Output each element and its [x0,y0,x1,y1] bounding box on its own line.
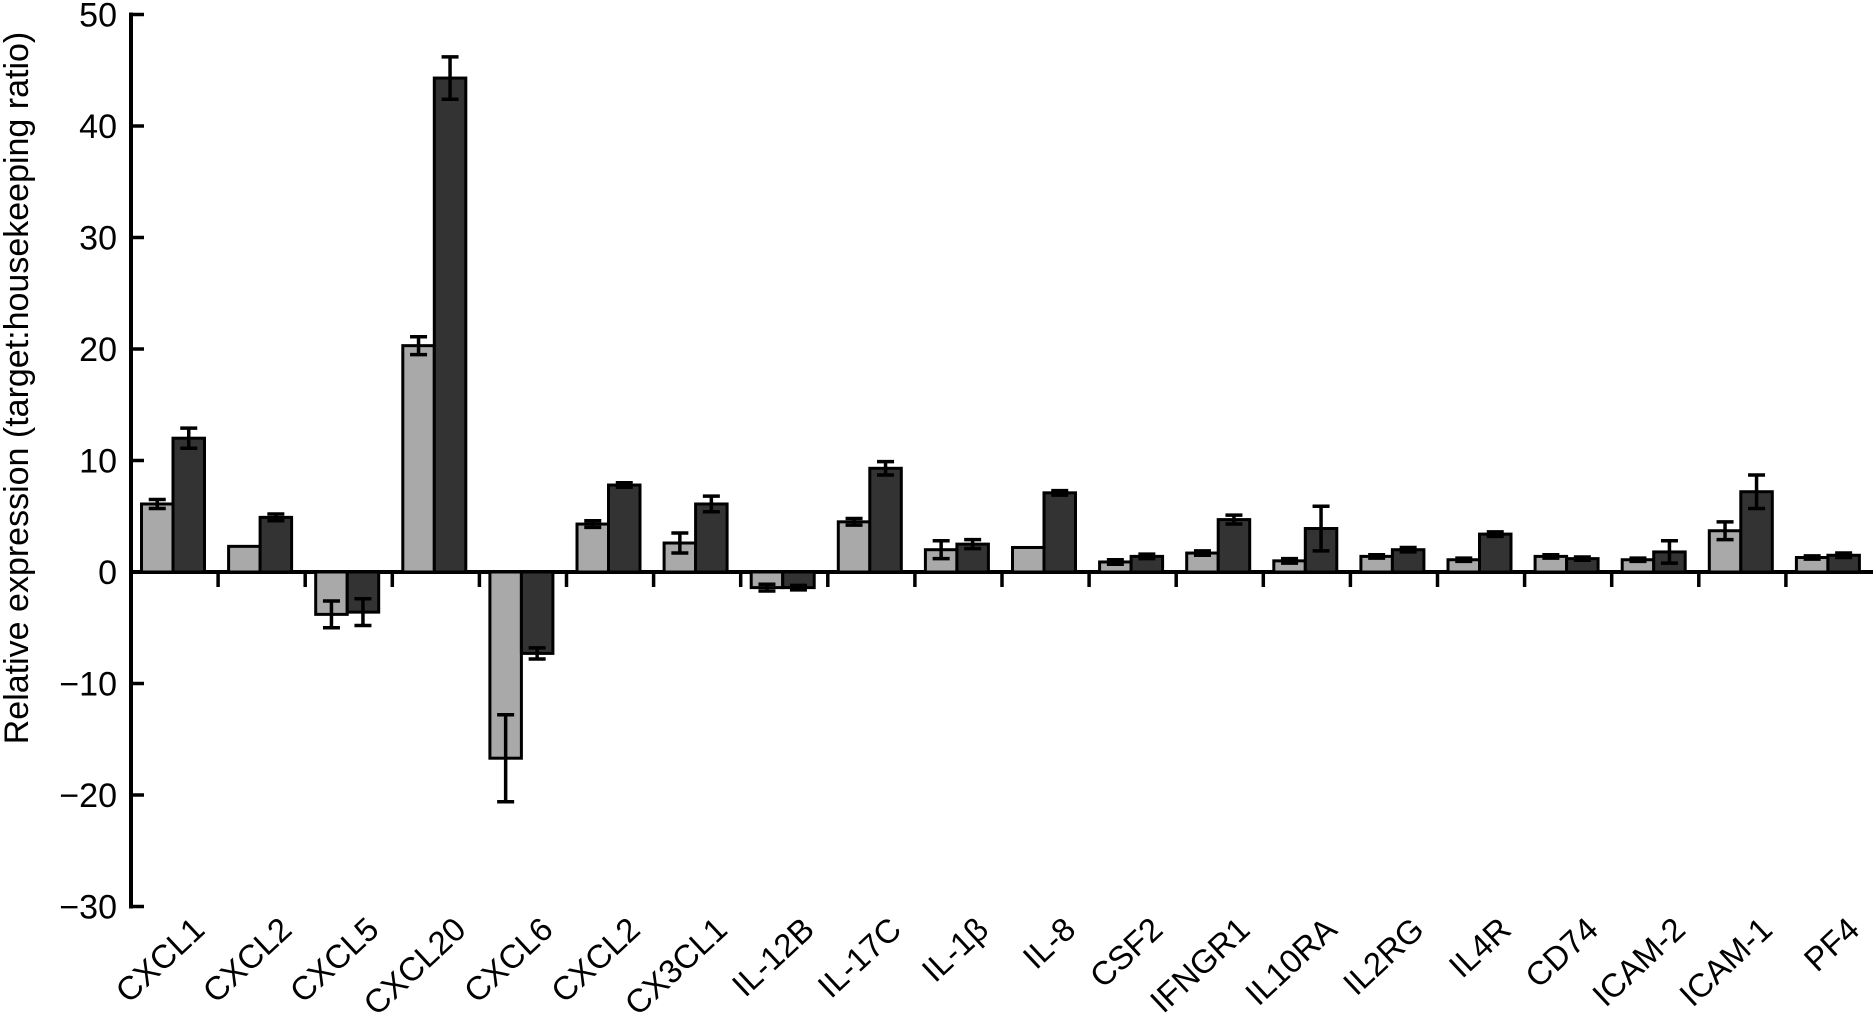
y-tick-label: −30 [59,889,117,927]
bar-dark-gray-bars [1216,518,1252,574]
x-tick-label: CXCL6 [457,910,560,1010]
plot-area: 50403020100−10−20−30CXCL1CXCL2CXCL5CXCL2… [59,0,1873,1019]
bar-light-gray-bars [140,502,175,574]
y-tick-label: −20 [59,777,117,815]
bar-light-gray-bars [836,520,872,574]
x-tick-label: IL2RG [1336,910,1431,1002]
y-tick-label: 0 [98,554,117,592]
bar-dark-gray-bars [1042,491,1077,574]
bar-light-gray-bars [1011,545,1046,574]
x-tick-label: ICAM-2 [1585,910,1692,1013]
bar-dark-gray-bars [1478,532,1513,574]
x-tick-label: IL-1β [915,910,996,989]
x-tick-label: PF4 [1797,910,1867,978]
x-tick-label: ICAM-1 [1672,910,1779,1013]
y-tick-label: 10 [79,443,117,481]
x-tick-label: IL10RA [1238,910,1344,1012]
y-tick-label: 40 [79,108,117,146]
x-tick-label: IL4R [1442,910,1518,985]
bar-light-gray-bars [575,522,610,574]
bar-dark-gray-bars [432,76,468,574]
bar-light-gray-bars [401,344,436,574]
bar-dark-gray-bars [607,483,642,574]
bar-dark-gray-bars [694,502,729,574]
x-tick-label: IL-17C [810,910,908,1005]
x-tick-label: IL-8 [1015,910,1082,976]
y-tick-label: 30 [79,220,117,258]
x-tick-label: IL-12B [725,910,821,1003]
x-tick-label: CXCL1 [108,910,211,1010]
y-tick-label: 20 [79,331,117,369]
y-tick-label: 50 [79,0,117,35]
bar-light-gray-bars [227,544,262,574]
bar-dark-gray-bars [868,466,903,574]
bar-dark-gray-bars [519,570,555,655]
x-tick-label: CXCL2 [195,910,298,1010]
y-axis-title: Relative expression (target:housekeeping… [0,32,36,745]
bar-dark-gray-bars [171,436,206,574]
y-tick-label: −10 [59,666,117,704]
bar-dark-gray-bars [258,515,294,574]
x-tick-label: IFNGR1 [1143,910,1257,1019]
